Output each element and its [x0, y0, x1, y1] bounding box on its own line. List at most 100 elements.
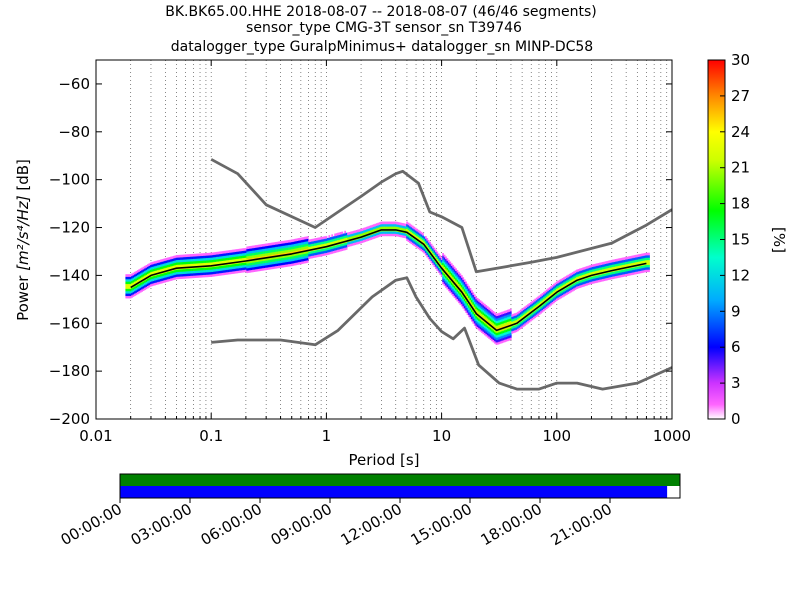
heat-cell	[221, 253, 224, 257]
heat-cell	[364, 232, 367, 235]
heat-cell	[591, 266, 594, 270]
segment-row	[120, 486, 668, 498]
heat-cell	[527, 316, 529, 319]
heat-cell	[488, 307, 491, 311]
heat-cell	[312, 255, 315, 259]
heat-cell	[519, 323, 522, 327]
heat-cell	[584, 283, 587, 287]
heat-cell	[303, 248, 306, 252]
heat-cell	[329, 251, 332, 255]
heat-cell	[452, 284, 455, 287]
heat-cell	[206, 272, 208, 275]
heat-cell	[239, 253, 241, 257]
heat-cell	[508, 321, 511, 324]
heat-cell	[256, 264, 259, 267]
heat-cell	[488, 328, 491, 332]
heat-cell	[439, 255, 442, 259]
heat-cell	[427, 251, 430, 255]
heat-cell	[214, 252, 217, 255]
heat-cell	[447, 267, 450, 270]
heat-cell	[216, 271, 218, 274]
heat-cell	[149, 276, 152, 280]
heat-cell	[541, 300, 544, 303]
heat-cell	[243, 267, 246, 270]
heat-cell	[537, 298, 539, 302]
heat-cell	[159, 259, 162, 263]
y-tick-label: −200	[49, 410, 90, 428]
heat-cell	[489, 323, 492, 326]
heat-cell	[486, 325, 489, 329]
heat-cell	[289, 244, 292, 248]
heat-cell	[285, 242, 287, 246]
heat-cell	[177, 276, 179, 280]
heat-cell	[158, 269, 161, 273]
heat-cell	[512, 313, 515, 317]
heat-cell	[514, 315, 516, 319]
heat-cell	[233, 268, 236, 272]
heat-cell	[216, 254, 218, 257]
heat-cell	[270, 266, 273, 270]
heat-cell	[270, 247, 273, 251]
heat-cell	[240, 255, 243, 259]
heat-cell	[603, 266, 606, 270]
heat-cell	[229, 257, 231, 260]
heat-cell	[498, 322, 501, 326]
heat-cell	[328, 239, 331, 243]
heat-cell	[466, 293, 469, 296]
heat-cell	[615, 261, 617, 265]
heat-cell	[619, 262, 622, 266]
heat-cell	[449, 263, 452, 267]
heat-cell	[414, 230, 417, 233]
heat-cell	[262, 258, 264, 262]
heat-cell	[214, 271, 217, 274]
heat-cell	[214, 259, 217, 262]
heat-cell	[387, 231, 390, 234]
heat-cell	[267, 250, 270, 253]
heat-cell	[375, 227, 378, 231]
heat-cell	[216, 273, 218, 277]
heat-cell	[324, 243, 326, 247]
heat-cell	[266, 245, 269, 249]
heat-cell	[524, 306, 527, 310]
heat-cell	[393, 223, 395, 227]
heat-cell	[481, 315, 483, 319]
heat-cell	[561, 292, 564, 296]
heat-cell	[293, 260, 296, 264]
heat-cell	[197, 270, 200, 274]
heat-cell	[180, 276, 182, 279]
heat-cell	[200, 270, 203, 273]
heat-cell	[383, 221, 385, 225]
heat-cell	[185, 273, 188, 277]
heat-cell	[545, 301, 548, 305]
heat-cell	[331, 251, 334, 254]
heat-cell	[337, 247, 339, 250]
heat-cell	[142, 266, 145, 270]
heat-cell	[151, 283, 154, 287]
heat-cell	[543, 308, 545, 312]
heat-cell	[239, 248, 241, 252]
heat-cell	[132, 282, 135, 285]
heat-cell	[410, 224, 413, 228]
heat-cell	[636, 254, 639, 258]
heat-cell	[322, 253, 325, 256]
heat-cell	[397, 234, 400, 237]
heat-cell	[460, 287, 463, 290]
heat-cell	[528, 315, 531, 318]
heat-cell	[590, 264, 593, 268]
heat-cell	[219, 253, 221, 257]
heat-cell	[288, 249, 290, 253]
heat-cell	[509, 315, 512, 319]
heat-cell	[172, 270, 175, 273]
heat-cell	[239, 270, 241, 273]
heat-cell	[260, 251, 263, 255]
heat-cell	[224, 272, 227, 275]
heat-cell	[507, 333, 509, 337]
heat-cell	[256, 254, 259, 258]
heat-cell	[263, 262, 266, 266]
heat-cell	[609, 267, 611, 271]
heat-cell	[458, 290, 460, 294]
heat-cell	[128, 283, 131, 287]
heat-cell	[509, 318, 512, 321]
heat-cell	[280, 260, 283, 263]
heat-cell	[494, 336, 496, 339]
